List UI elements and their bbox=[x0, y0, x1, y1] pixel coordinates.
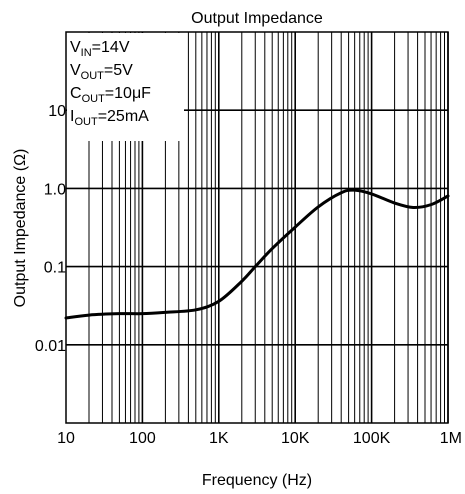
x-tick-label: 1K bbox=[209, 430, 229, 447]
y-axis-label: Output Impedance (Ω) bbox=[12, 149, 29, 308]
y-tick-label: 1.0 bbox=[44, 181, 66, 198]
annotation-background bbox=[67, 33, 184, 141]
x-tick-labels: 10 100 1K 10K 100K 1M bbox=[57, 430, 462, 447]
annotation-line: VOUT=5V bbox=[70, 62, 133, 82]
impedance-curve bbox=[64, 188, 450, 320]
annotation-subscript: OUT bbox=[82, 93, 106, 105]
annotation-symbol: V bbox=[70, 62, 81, 79]
y-tick-labels: 0.01 0.1 1.0 10 bbox=[35, 103, 66, 355]
annotation-value: =5V bbox=[104, 62, 133, 79]
annotation-line: IOUT=25mA bbox=[70, 108, 149, 128]
chart-title: Output Impedance bbox=[191, 10, 323, 27]
x-tick-label: 10K bbox=[281, 430, 310, 447]
annotation-subscript: IN bbox=[81, 47, 92, 59]
y-tick-label: 0.01 bbox=[35, 338, 66, 355]
annotation-symbol: I bbox=[70, 108, 74, 125]
y-tick-label: 10 bbox=[48, 103, 66, 120]
y-tick-label: 0.1 bbox=[44, 260, 66, 277]
plot-frame bbox=[65, 31, 449, 424]
annotation-value: =25mA bbox=[98, 108, 149, 125]
x-tick-label: 100 bbox=[129, 430, 156, 447]
annotation-symbol: C bbox=[70, 85, 82, 102]
annotation-value: =14V bbox=[92, 39, 130, 56]
annotation-subscript: OUT bbox=[81, 70, 105, 82]
x-tick-label: 1M bbox=[440, 430, 462, 447]
x-axis-label: Frequency (Hz) bbox=[202, 472, 312, 489]
annotation-line: COUT=10μF bbox=[70, 85, 151, 105]
annotation-value: =10μF bbox=[105, 85, 151, 102]
x-tick-label: 100K bbox=[353, 430, 391, 447]
annotation-symbol: V bbox=[70, 39, 81, 56]
annotation-line: VIN=14V bbox=[70, 39, 130, 59]
x-tick-label: 10 bbox=[57, 430, 75, 447]
annotation-subscript: OUT bbox=[74, 116, 98, 128]
